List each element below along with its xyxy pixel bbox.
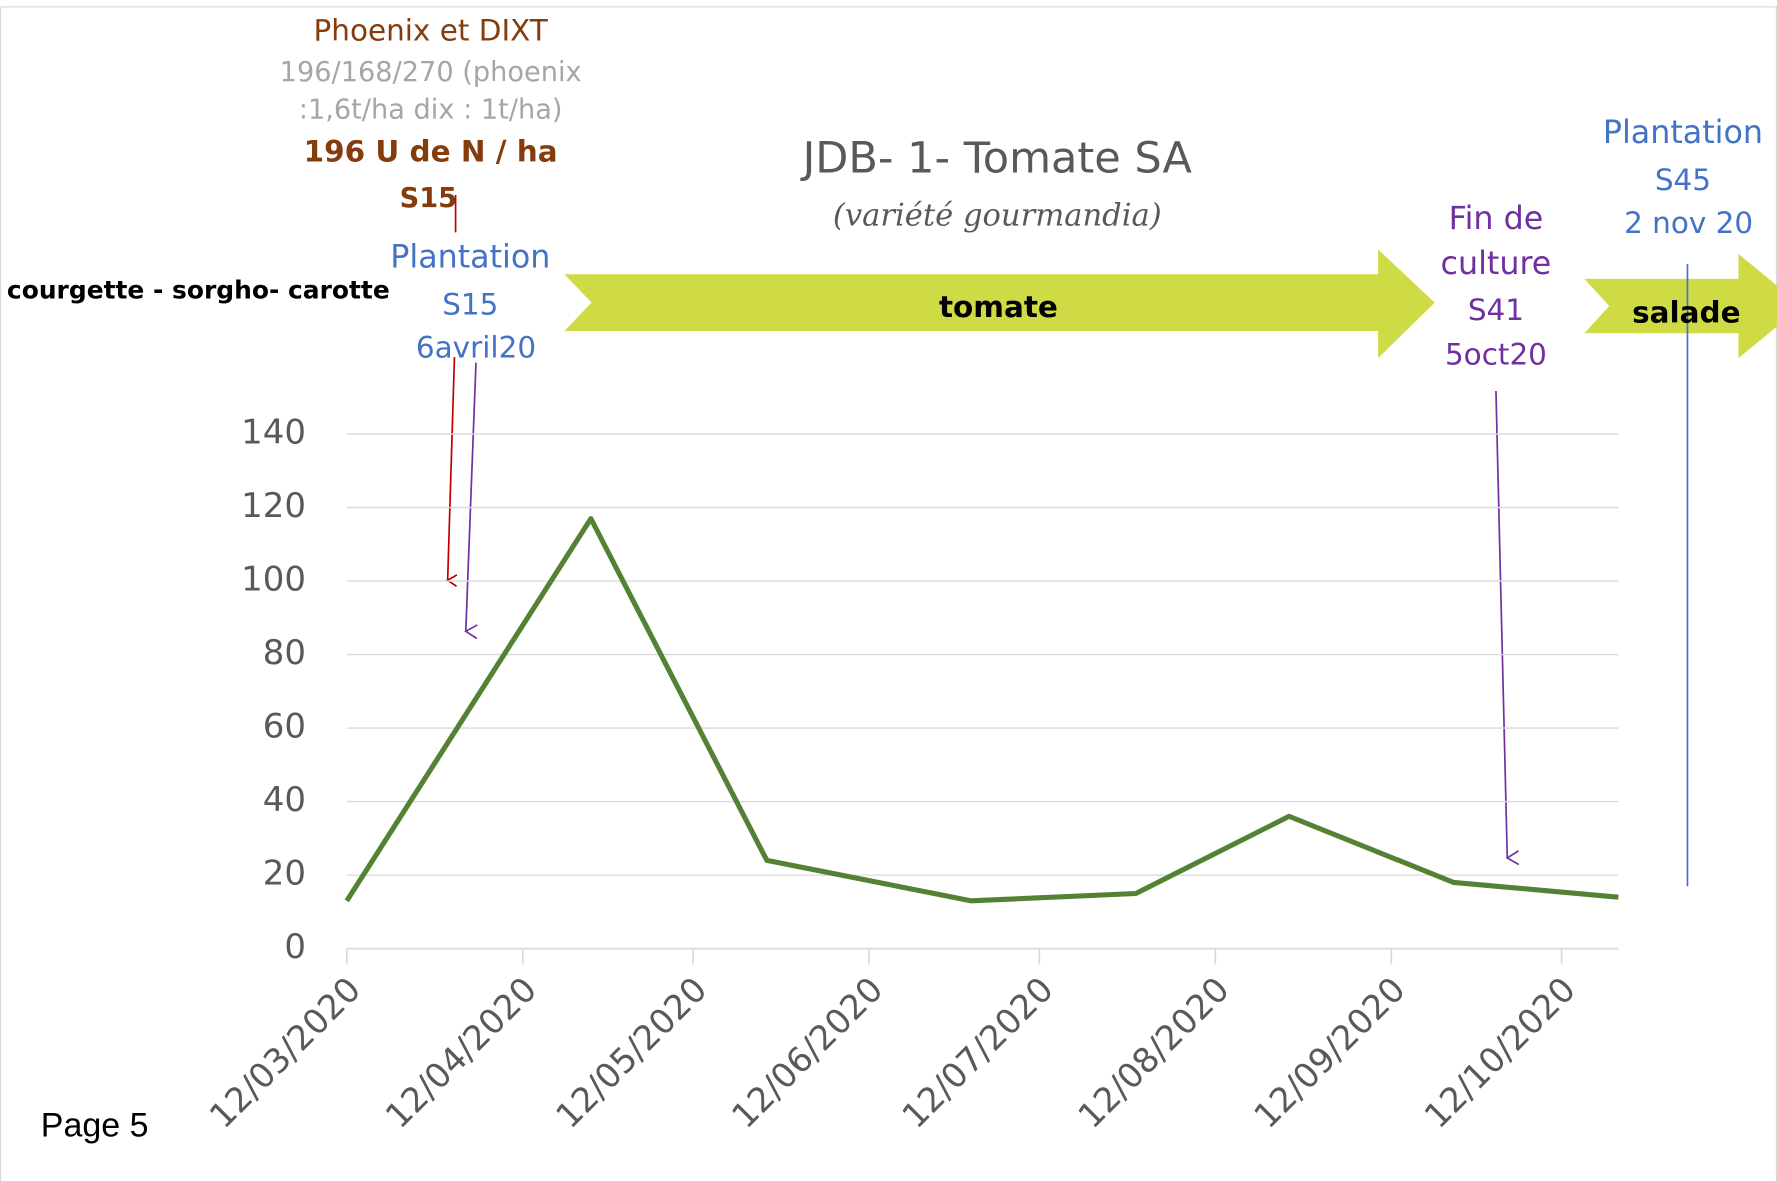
annotation: S45 [1655,163,1711,197]
y-tick-label: 20 [263,854,306,894]
annotation: culture [1441,246,1552,282]
annotation: Plantation [390,239,550,275]
slide-border [0,6,1777,1181]
annotation: S41 [1468,293,1524,327]
x-tick-label: 12/05/2020 [548,970,715,1137]
annotation: 196/168/270 (phoenix [280,57,582,88]
annotation: salade [1632,295,1740,329]
y-tick-label: 100 [241,560,306,600]
annotation: :1,6t/ha dix : 1t/ha) [299,95,563,126]
plantation-arrow [464,362,478,640]
fin-culture-arrow [1495,391,1520,866]
chart-title: JDB- 1- Tomate SA [800,133,1193,183]
x-tick-label: 12/09/2020 [1247,970,1414,1137]
chart-subtitle: (variété gourmandia) [833,199,1162,234]
x-tick-label: 12/06/2020 [724,970,891,1137]
x-tick-label: 12/07/2020 [895,970,1062,1137]
annotation: 196 U de N / ha [304,135,558,169]
annotation: 2 nov 20 [1624,206,1753,240]
annotation: tomate [939,290,1058,324]
annotation: Plantation [1603,115,1763,151]
annotation: Fin de [1449,201,1544,237]
page-number: Page 5 [41,1107,149,1145]
x-tick-label: 12/04/2020 [378,970,545,1137]
y-tick-label: 80 [263,633,306,673]
annotation: 5oct20 [1445,337,1547,371]
x-tick-label: 12/08/2020 [1071,970,1238,1137]
y-tick-label: 140 [241,413,306,453]
data-line [344,516,1619,904]
annotation: S15 [442,288,498,322]
y-tick-label: 120 [241,486,306,526]
salade-arrow [1584,253,1777,359]
annotation: 6avril20 [416,331,536,365]
fertilisation-arrow [446,357,458,587]
annotation: Phoenix et DIXT [314,13,549,47]
y-tick-label: 60 [263,707,306,747]
y-tick-label: 40 [263,780,306,820]
x-tick-label: 12/03/2020 [202,970,369,1137]
x-tick-label: 12/10/2020 [1417,970,1584,1137]
annotation: courgette - sorgho- carotte [7,275,390,304]
tomate-arrow [564,249,1435,359]
annotation: S15 [400,183,457,214]
y-tick-label: 0 [284,927,306,967]
